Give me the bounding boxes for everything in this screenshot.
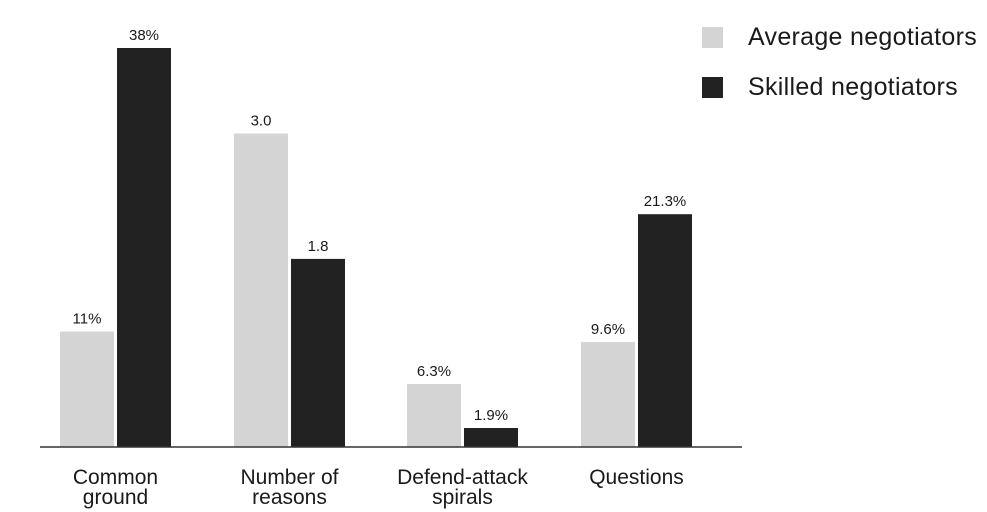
category-label-number-of-reasons: Number of reasons — [240, 466, 339, 509]
bar-common-ground-average-negotiators — [60, 331, 114, 447]
bars-group — [60, 48, 692, 447]
category-label-common-ground: Common ground — [72, 466, 159, 509]
bar-questions-average-negotiators — [581, 342, 635, 447]
bar-defend-attack-spirals-skilled-negotiators — [464, 428, 518, 447]
bar-questions-skilled-negotiators — [638, 214, 692, 447]
value-labels-group: 11% 38% 3.0 1.8 6.3% 1.9% 9.6% 21.3% — [73, 27, 687, 424]
value-label-questions-average-negotiators: 9.6% — [591, 321, 625, 338]
category-label-defend-attack-spirals: Defend-attack spirals — [397, 466, 528, 509]
value-label-common-ground-skilled-negotiators: 38% — [129, 27, 159, 44]
bar-defend-attack-spirals-average-negotiators — [407, 384, 461, 447]
legend-item-skilled: Skilled negotiators — [702, 62, 977, 112]
bar-number-of-reasons-skilled-negotiators — [291, 258, 345, 447]
value-label-defend-attack-spirals-skilled-negotiators: 1.9% — [474, 407, 508, 424]
value-label-common-ground-average-negotiators: 11% — [73, 311, 102, 328]
value-label-questions-skilled-negotiators: 21.3% — [644, 193, 687, 210]
legend-swatch-average — [702, 26, 723, 48]
legend-swatch-skilled — [702, 76, 723, 98]
value-label-defend-attack-spirals-average-negotiators: 6.3% — [417, 363, 451, 380]
value-label-number-of-reasons-average-negotiators: 3.0 — [251, 113, 272, 130]
bar-number-of-reasons-average-negotiators — [234, 133, 288, 447]
legend-item-average: Average negotiators — [702, 12, 977, 62]
value-label-number-of-reasons-skilled-negotiators: 1.8 — [308, 238, 329, 255]
legend-label-skilled: Skilled negotiators — [748, 72, 958, 101]
category-label-questions: Questions — [589, 466, 684, 489]
legend-label-average: Average negotiators — [748, 22, 978, 51]
legend: Average negotiators Skilled negotiators — [702, 12, 977, 112]
bar-common-ground-skilled-negotiators — [117, 48, 171, 447]
